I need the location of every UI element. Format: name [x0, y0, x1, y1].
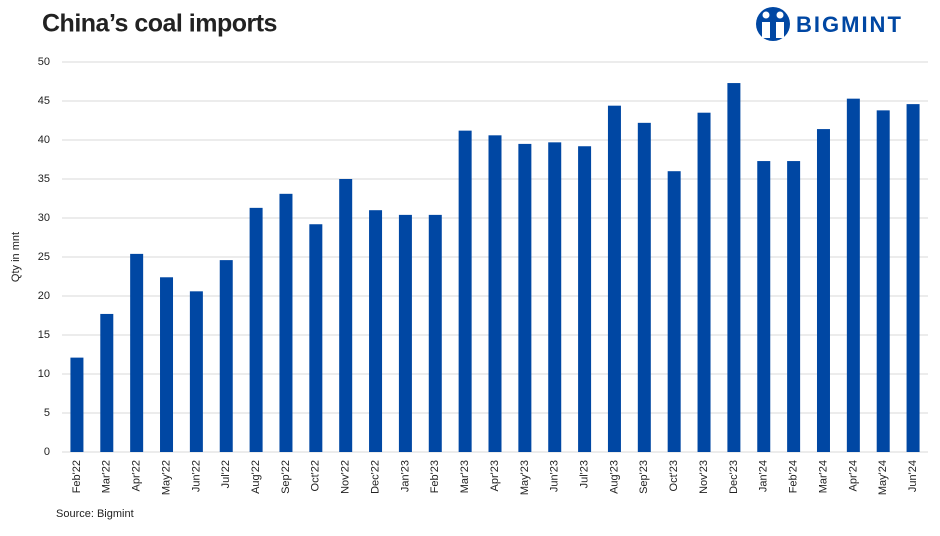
- x-tick-label: Dec'22: [369, 460, 381, 494]
- bar: [488, 135, 502, 452]
- bar: [637, 122, 651, 452]
- x-tick-label: Aug'22: [250, 460, 262, 494]
- x-tick-label: Nov'23: [698, 460, 710, 494]
- bar: [70, 357, 84, 452]
- y-tick-label: 30: [38, 212, 50, 224]
- x-tick-label: Jun'24: [907, 460, 919, 492]
- y-axis-label: Qty in mnt: [10, 232, 22, 282]
- x-tick-label: May'22: [160, 460, 172, 495]
- bar: [816, 129, 830, 452]
- bar: [398, 214, 412, 452]
- x-tick-label: Jan'23: [399, 460, 411, 492]
- y-tick-label: 5: [44, 407, 50, 419]
- y-tick-label: 35: [38, 173, 50, 185]
- y-tick-label: 15: [38, 329, 50, 341]
- y-tick-label: 10: [38, 368, 50, 380]
- bar: [279, 193, 293, 452]
- y-tick-label: 0: [44, 446, 50, 458]
- x-tick-label: Mar'22: [101, 460, 113, 493]
- x-tick-label: Feb'23: [429, 460, 441, 493]
- x-tick-label: Jun'23: [549, 460, 561, 492]
- y-tick-label: 45: [38, 95, 50, 107]
- bar: [428, 214, 442, 452]
- x-tick-label: May'24: [877, 460, 889, 495]
- x-tick-label: Feb'24: [788, 460, 800, 493]
- bar: [548, 142, 562, 452]
- bar: [189, 291, 203, 452]
- x-tick-label: Mar'23: [459, 460, 471, 493]
- bar: [219, 260, 233, 452]
- x-tick-label: Aug'23: [608, 460, 620, 494]
- x-tick-label: Apr'24: [847, 460, 859, 491]
- logo-text: BIGMINT: [796, 12, 903, 37]
- x-tick-label: Dec'23: [728, 460, 740, 494]
- y-tick-label: 25: [38, 251, 50, 263]
- bar: [130, 253, 144, 452]
- x-tick-label: Apr'22: [131, 460, 143, 491]
- x-tick-label: May'23: [519, 460, 531, 495]
- bar: [607, 105, 621, 453]
- y-tick-label: 20: [38, 290, 50, 302]
- bar: [757, 161, 771, 452]
- chart-title: China’s coal imports: [42, 10, 277, 38]
- x-tick-label: Nov'22: [340, 460, 352, 494]
- bar: [727, 83, 741, 452]
- bar: [697, 112, 711, 452]
- source: Source: Bigmint: [56, 508, 134, 520]
- bar: [160, 277, 174, 452]
- x-tick-label: Sep'23: [638, 460, 650, 494]
- bar: [667, 171, 681, 452]
- x-tick-label: Jun'22: [190, 460, 202, 492]
- bar: [339, 179, 353, 452]
- bar: [906, 104, 920, 453]
- bar: [249, 207, 263, 452]
- bar: [578, 146, 592, 453]
- bar: [100, 313, 114, 452]
- x-tick-label: Feb'22: [71, 460, 83, 493]
- x-tick-label: Jan'24: [758, 460, 770, 492]
- x-tick-label: Sep'22: [280, 460, 292, 494]
- bar: [309, 224, 323, 452]
- x-tick-label: Apr'23: [489, 460, 501, 491]
- logo-icon: [756, 7, 790, 41]
- x-tick-label: Oct'23: [668, 460, 680, 491]
- bar: [518, 143, 532, 452]
- x-tick-label: Jul'23: [578, 460, 590, 488]
- bar: [876, 110, 890, 453]
- x-tick-label: Jul'22: [220, 460, 232, 488]
- y-tick-label: 40: [38, 134, 50, 146]
- bar: [787, 161, 801, 452]
- bar: [458, 130, 472, 452]
- y-tick-label: 50: [38, 56, 50, 68]
- bar: [846, 98, 860, 452]
- bar: [369, 210, 383, 452]
- x-tick-label: Mar'24: [817, 460, 829, 493]
- x-tick-label: Oct'22: [310, 460, 322, 491]
